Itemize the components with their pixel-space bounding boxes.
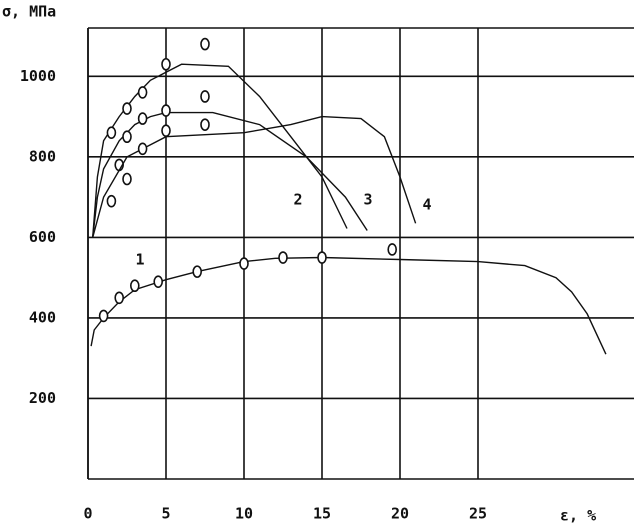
data-point	[278, 251, 288, 264]
x-axis-label: ε, %	[560, 507, 596, 525]
curve	[92, 115, 417, 238]
data-point	[161, 124, 171, 137]
curve-label: 4	[422, 196, 431, 214]
data-point	[387, 243, 398, 256]
y-axis-label: σ, МПа	[2, 3, 56, 21]
data-point	[106, 126, 117, 139]
data-point	[98, 309, 109, 323]
curve	[90, 256, 607, 355]
data-point	[122, 102, 132, 115]
x-tick-label: 20	[391, 505, 409, 523]
curve-label: 3	[363, 191, 372, 209]
data-point	[130, 279, 140, 293]
data-point	[239, 257, 249, 270]
data-point	[161, 104, 171, 117]
data-point	[137, 112, 148, 125]
curve	[92, 63, 348, 238]
data-point	[106, 194, 117, 208]
x-tick-label: 15	[313, 505, 331, 523]
y-tick-label: 800	[29, 147, 56, 165]
y-tick-label: 400	[29, 308, 56, 326]
data-point	[200, 37, 210, 51]
x-tick-label: 5	[161, 505, 170, 523]
data-point	[161, 57, 171, 71]
data-point	[192, 265, 202, 278]
y-tick-label: 600	[29, 228, 56, 246]
data-point	[114, 291, 124, 305]
data-point	[137, 142, 148, 156]
y-tick-label: 1000	[20, 67, 56, 85]
curve-label: 1	[135, 251, 144, 269]
data-point	[153, 275, 163, 288]
data-point	[137, 86, 148, 99]
data-point	[122, 172, 132, 186]
data-point	[317, 251, 327, 264]
curve-label: 2	[293, 191, 302, 209]
x-tick-label: 10	[235, 505, 253, 523]
data-point	[200, 90, 210, 103]
curve	[92, 111, 368, 238]
x-tick-label: 25	[469, 505, 487, 523]
x-tick-label: 0	[83, 505, 92, 523]
y-tick-label: 200	[29, 389, 56, 407]
data-point	[122, 130, 132, 144]
data-point	[200, 118, 210, 131]
